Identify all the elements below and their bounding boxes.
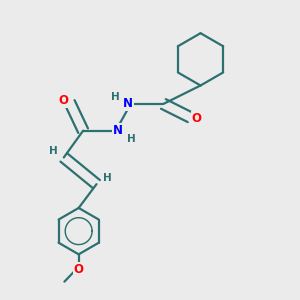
Text: N: N — [113, 124, 123, 137]
Text: H: H — [103, 173, 111, 183]
Text: O: O — [74, 263, 84, 276]
Text: H: H — [111, 92, 120, 101]
Text: O: O — [192, 112, 202, 125]
Text: H: H — [127, 134, 136, 144]
Text: O: O — [58, 94, 68, 106]
Text: H: H — [49, 146, 58, 157]
Text: N: N — [123, 98, 133, 110]
